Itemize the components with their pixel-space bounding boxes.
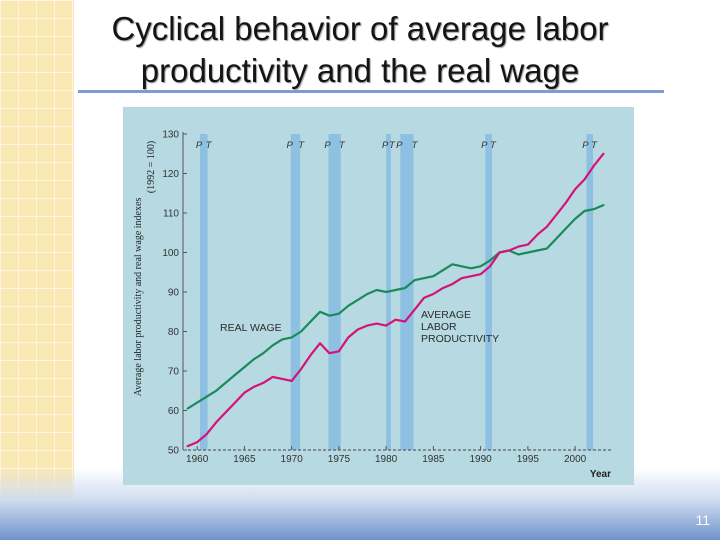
y-tick-label: 50 [168, 446, 180, 457]
real-wage-line [186, 204, 605, 410]
x-tick-label: 1995 [517, 454, 540, 465]
productivity-line [186, 152, 605, 448]
productivity-annotation-line-1: AVERAGE [421, 309, 471, 321]
y-axis-title: Average labor productivity and real wage… [133, 198, 144, 397]
recession-peak-label: P [196, 140, 203, 151]
recession-peak-label: P [382, 140, 389, 151]
real-wage-annotation: REAL WAGE [220, 322, 282, 334]
x-axis-title: Year [590, 469, 611, 480]
recession-trough-label: T [412, 140, 419, 151]
y-tick-label: 70 [168, 367, 180, 378]
recession-trough-label: T [389, 140, 396, 151]
x-tick-label: 1965 [233, 454, 256, 465]
slide-title: Cyclical behavior of average labor produ… [30, 8, 690, 92]
y-tick-label: 90 [168, 288, 180, 299]
x-tick-label: 1970 [281, 454, 304, 465]
recession-band [200, 134, 208, 450]
y-tick-label: 120 [162, 169, 179, 180]
x-tick-label: 2000 [564, 454, 587, 465]
recession-trough-label: T [490, 140, 497, 151]
recession-peak-label: P [287, 140, 294, 151]
slide-title-line-1: Cyclical behavior of average labor [111, 10, 609, 47]
recession-band [328, 134, 341, 450]
decorative-left-strip [0, 0, 74, 540]
recession-band [586, 134, 594, 450]
x-tick-label: 1960 [186, 454, 209, 465]
recession-peak-label: P [324, 140, 331, 151]
x-tick-label: 1985 [422, 454, 445, 465]
y-tick-label: 100 [162, 248, 179, 259]
recession-trough-label: T [591, 140, 598, 151]
recession-trough-label: T [339, 140, 346, 151]
x-tick-label: 1975 [328, 454, 351, 465]
page-number: 11 [695, 512, 710, 528]
productivity-annotation-line-3: PRODUCTIVITY [421, 333, 499, 345]
x-tick-label: 1980 [375, 454, 398, 465]
recession-trough-label: T [298, 140, 305, 151]
recession-peak-label: P [582, 140, 589, 151]
recession-band [400, 134, 414, 450]
chart: P T P T P T P T P T P T P T50607080901001101201301960… [123, 107, 634, 485]
y-tick-label: 60 [168, 406, 180, 417]
slide-title-line-2: productivity and the real wage [140, 52, 580, 89]
y-tick-label: 130 [162, 130, 179, 141]
recession-band [290, 134, 301, 450]
x-tick-label: 1990 [469, 454, 492, 465]
title-underline [78, 90, 664, 93]
recession-band [485, 134, 492, 450]
recession-peak-label: P [481, 140, 488, 151]
productivity-annotation-line-2: LABOR [421, 321, 457, 333]
y-tick-label: 80 [168, 327, 180, 338]
recession-trough-label: T [206, 140, 213, 151]
y-tick-label: 110 [163, 209, 179, 220]
y-axis-subtitle: (1992 = 100) [146, 141, 157, 193]
chart-background [123, 107, 634, 485]
recession-peak-label: P [396, 140, 403, 151]
